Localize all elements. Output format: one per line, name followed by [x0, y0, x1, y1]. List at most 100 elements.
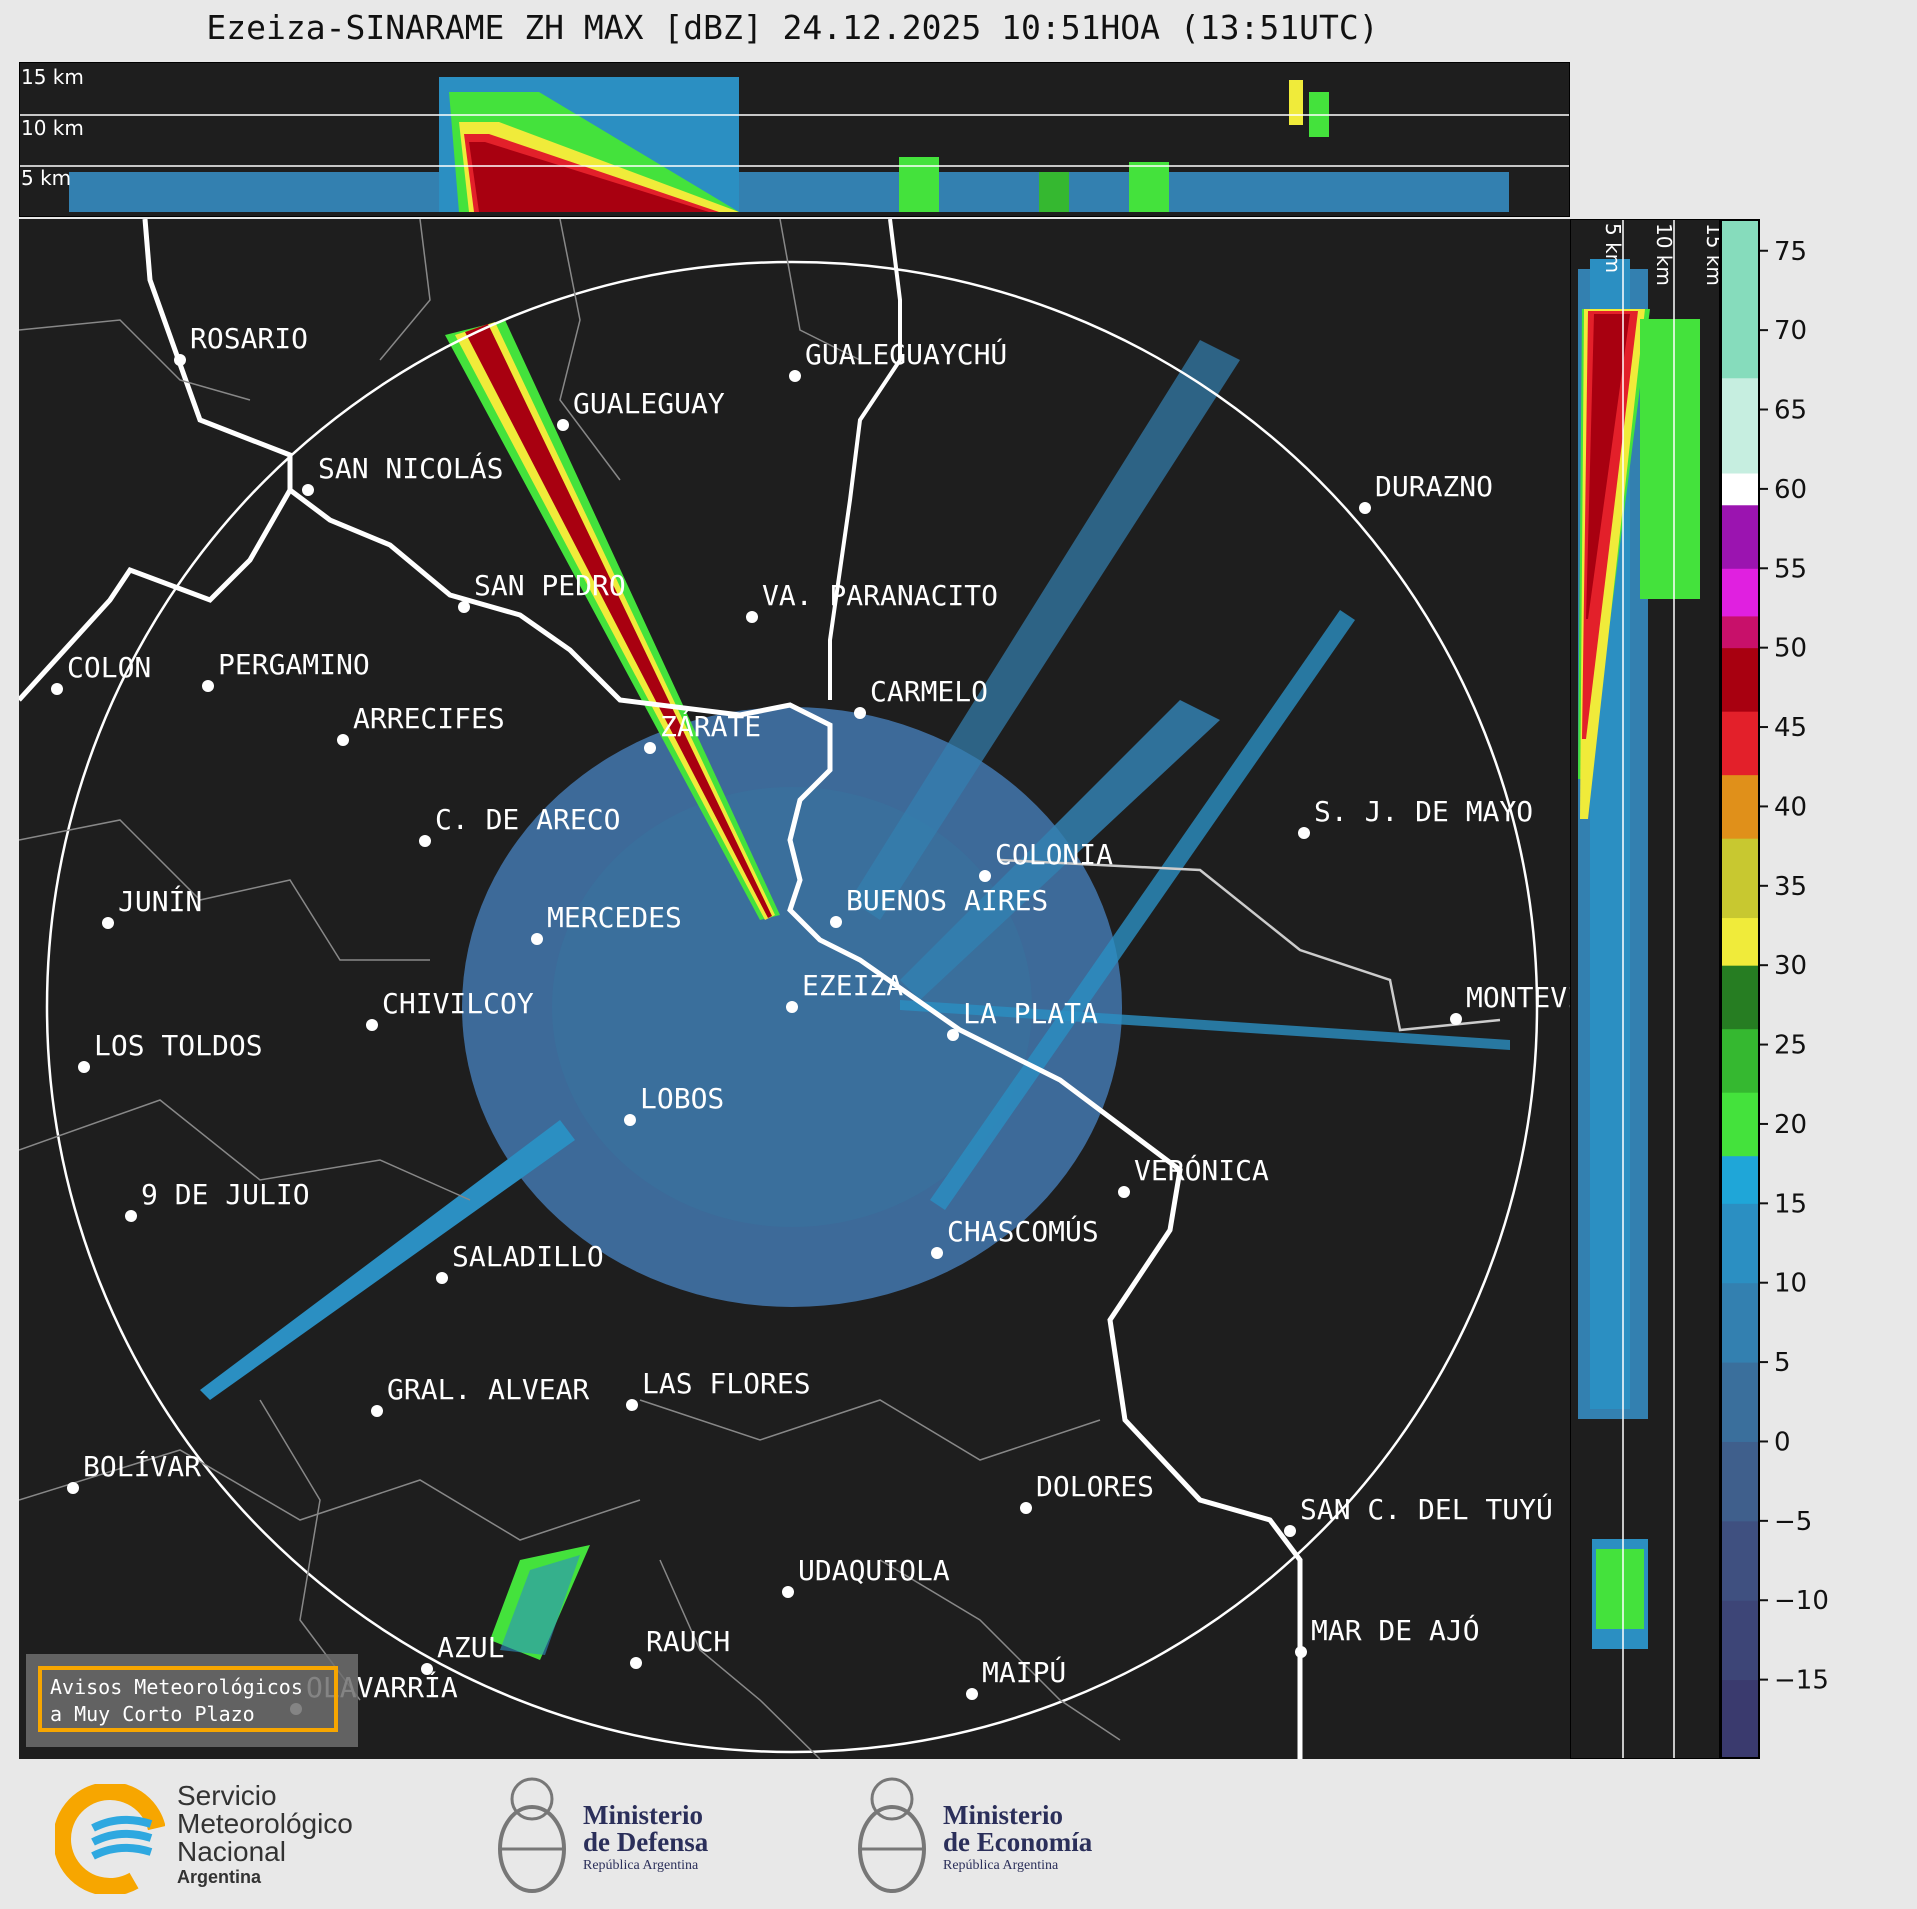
city-label: DOLORES: [1036, 1470, 1154, 1503]
legend-line-1: Avisos Meteorológicos: [50, 1675, 303, 1699]
city-marker: [789, 370, 801, 382]
colorbar-segment: [1720, 377, 1760, 474]
colorbar-tick-label: 5: [1774, 1348, 1791, 1378]
colorbar-tick-label: 65: [1774, 396, 1807, 426]
colorbar-segment: [1720, 1441, 1760, 1522]
top-label-5km: 5 km: [21, 166, 71, 190]
city-label: ROSARIO: [190, 322, 308, 355]
colorbar-tick-label: 60: [1774, 475, 1807, 505]
colorbar-segment: [1720, 917, 1760, 966]
colorbar-tick-label: 75: [1774, 237, 1807, 267]
city-label: MERCEDES: [547, 901, 682, 934]
city-label: SAN NICOLÁS: [318, 451, 503, 485]
city-label: PERGAMINO: [218, 648, 370, 681]
colorbar-tick-label: 70: [1774, 316, 1807, 346]
smn-logo: Servicio Meteorológico Nacional Argentin…: [55, 1762, 395, 1909]
top-label-15km: 15 km: [21, 65, 84, 89]
city-label: LA PLATA: [963, 997, 1098, 1030]
colorbar-tick-label: −5: [1774, 1507, 1812, 1537]
city-marker: [1118, 1186, 1130, 1198]
colorbar-tick-label: 55: [1774, 554, 1807, 584]
defensa-line1: Ministerio: [583, 1800, 703, 1830]
defensa-line3: República Argentina: [583, 1858, 699, 1873]
city-marker: [947, 1029, 959, 1041]
colorbar-tick-label: −15: [1774, 1666, 1829, 1696]
radar-map[interactable]: ROSARIO GUALEGUAY GUALEGUAYCHÚ SAN NICOLÁS D…: [19, 219, 1570, 1759]
side-height-panel: 5 km 10 km 15 km: [1570, 219, 1720, 1759]
colorbar-tick-label: −10: [1774, 1586, 1829, 1616]
colorbar-segment: [1720, 647, 1760, 712]
range-ring: [45, 260, 1539, 1754]
city-label: RAUCH: [646, 1625, 730, 1658]
colorbar-segment: [1720, 1028, 1760, 1093]
city-label: MAR DE AJÓ: [1311, 1613, 1480, 1647]
city-label: ZÁRATE: [660, 709, 761, 743]
colorbar-tick-label: 20: [1774, 1110, 1807, 1140]
city-label: SAN PEDRO: [474, 569, 626, 602]
city-label: EZEIZA: [802, 969, 903, 1002]
colorbar-segment: [1720, 1155, 1760, 1204]
smn-line4: Argentina: [177, 1867, 262, 1887]
city-label: CARMELO: [870, 675, 988, 708]
city-marker: [302, 484, 314, 496]
city-marker: [125, 1210, 137, 1222]
colorbar-tick-label: 25: [1774, 1031, 1807, 1061]
city-label: BUENOS AIRES: [846, 884, 1048, 917]
city-marker: [371, 1405, 383, 1417]
economia-line1: Ministerio: [943, 1800, 1063, 1830]
city-marker: [67, 1482, 79, 1494]
city-label: JUNÍN: [118, 884, 202, 918]
defensa-line2: de Defensa: [583, 1827, 709, 1857]
city-marker: [830, 916, 842, 928]
economia-line2: de Economía: [943, 1827, 1093, 1857]
city-marker: [746, 611, 758, 623]
city-label: S. J. DE MAYO: [1314, 795, 1533, 828]
city-label: SALADILLO: [452, 1240, 604, 1273]
coat-of-arms-icon: [498, 1777, 566, 1893]
colorbar-segment: [1720, 473, 1760, 506]
city-marker: [419, 835, 431, 847]
border-line: [19, 488, 293, 702]
colorbar-segment: [1720, 219, 1760, 379]
city-marker: [174, 354, 186, 366]
smn-line1: Servicio: [177, 1780, 277, 1811]
colorbar-segment: [1720, 1092, 1760, 1157]
city-marker: [102, 917, 114, 929]
city-label: DURAZNO: [1375, 470, 1493, 503]
city-label: CHASCOMÚS: [947, 1214, 1099, 1248]
city-marker: [1295, 1646, 1307, 1658]
city-label: VERÓNICA: [1134, 1153, 1269, 1187]
city-marker: [782, 1586, 794, 1598]
side-label-10km: 10 km: [1652, 223, 1676, 286]
city-label: BOLÍVAR: [83, 1449, 201, 1483]
city-label: COLONIA: [995, 838, 1113, 871]
colorbar-segment: [1720, 711, 1760, 776]
city-label: CHIVILCOY: [382, 987, 534, 1020]
warnings-legend: Avisos Meteorológicos a Muy Corto Plazo: [26, 1654, 358, 1747]
colorbar-tick-label: 30: [1774, 951, 1807, 981]
city-label: GUALEGUAY: [573, 387, 725, 420]
city-marker: [630, 1657, 642, 1669]
colorbar-segment: [1720, 1600, 1760, 1681]
city-label: GUALEGUAYCHÚ: [805, 337, 1007, 371]
colorbar-tick-label: 15: [1774, 1189, 1807, 1219]
city-label: LOS TOLDOS: [94, 1029, 263, 1062]
city-marker: [854, 707, 866, 719]
colorbar-segment: [1720, 774, 1760, 839]
colorbar: [1720, 219, 1760, 1759]
colorbar-tick-label: 45: [1774, 713, 1807, 743]
city-label: C. DE ARECO: [435, 803, 620, 836]
city-label: MAIPÚ: [982, 1655, 1066, 1689]
department-boundaries: [19, 219, 1121, 1759]
city-label: ARRECIFES: [353, 702, 505, 735]
economia-logo: Ministerio de Economía República Argenti…: [855, 1762, 1115, 1909]
city-marker: [366, 1019, 378, 1031]
city-marker: [786, 1001, 798, 1013]
colorbar-segment: [1720, 1282, 1760, 1363]
top-label-10km: 10 km: [21, 116, 84, 140]
colorbar-segment: [1720, 1679, 1760, 1759]
city-label: 9 DE JULIO: [141, 1178, 310, 1211]
city-marker: [931, 1247, 943, 1259]
city-marker: [1284, 1525, 1296, 1537]
legend-line-2: a Muy Corto Plazo: [50, 1702, 255, 1726]
